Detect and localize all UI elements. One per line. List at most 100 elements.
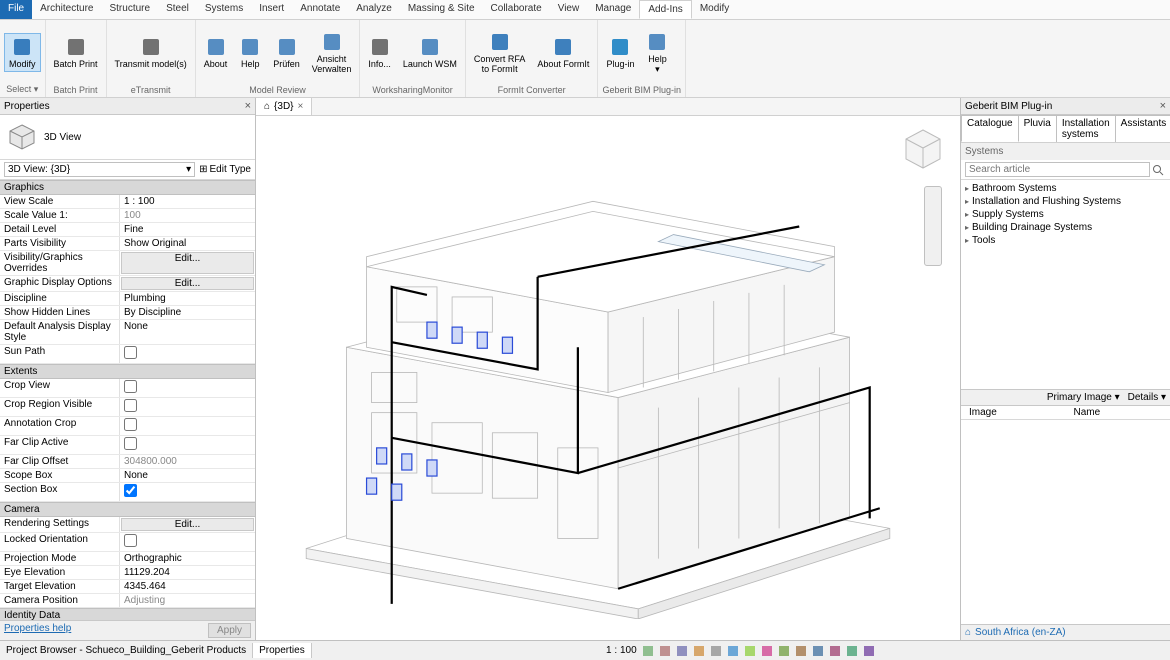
menu-tab-view[interactable]: View	[550, 0, 588, 19]
about-button[interactable]: About	[200, 34, 232, 72]
canvas-3d[interactable]	[256, 116, 960, 640]
close-icon[interactable]: ×	[245, 100, 251, 112]
property-checkbox[interactable]	[124, 534, 137, 547]
primary-image-toggle[interactable]: Primary Image ▾	[1047, 392, 1120, 403]
about-formit-button[interactable]: About FormIt	[533, 34, 593, 72]
view-control-icon[interactable]	[726, 644, 740, 658]
property-checkbox[interactable]	[124, 418, 137, 431]
status-tab[interactable]: Project Browser - Schueco_Building_Geber…	[0, 643, 253, 658]
tree-item[interactable]: Bathroom Systems	[963, 182, 1168, 195]
type-selector[interactable]: 3D View: {3D}▾	[4, 162, 195, 177]
view-control-icon[interactable]	[845, 644, 859, 658]
verwalten-button[interactable]: Ansicht Verwalten	[308, 29, 356, 77]
property-value[interactable]: 100	[120, 209, 255, 222]
property-value[interactable]: 1 : 100	[120, 195, 255, 208]
property-value[interactable]: 304800.000	[120, 455, 255, 468]
plugin-tab-installation-systems[interactable]: Installation systems	[1056, 115, 1116, 142]
menu-tab-file[interactable]: File	[0, 0, 32, 19]
property-value[interactable]: 4345.464	[120, 580, 255, 593]
scale-label[interactable]: 1 : 100	[606, 645, 637, 656]
launch-wsm-button[interactable]: Launch WSM	[399, 34, 461, 72]
menu-tab-architecture[interactable]: Architecture	[32, 0, 101, 19]
tree-item[interactable]: Tools	[963, 234, 1168, 247]
search-icon[interactable]	[1150, 162, 1166, 177]
menu-tab-structure[interactable]: Structure	[101, 0, 158, 19]
property-checkbox[interactable]	[124, 484, 137, 497]
help-geb-button[interactable]: Help ▾	[642, 29, 672, 77]
tree-item[interactable]: Installation and Flushing Systems	[963, 195, 1168, 208]
help-mr-button[interactable]: Help	[235, 34, 265, 72]
plugin-tab-assistants[interactable]: Assistants	[1115, 115, 1170, 142]
transmit-button[interactable]: Transmit model(s)	[111, 34, 191, 72]
menu-tab-annotate[interactable]: Annotate	[292, 0, 348, 19]
property-value[interactable]: Edit...	[121, 277, 254, 290]
property-value[interactable]: Show Original	[120, 237, 255, 250]
menu-tab-analyze[interactable]: Analyze	[348, 0, 400, 19]
property-value[interactable]: Adjusting	[120, 594, 255, 607]
property-value[interactable]	[120, 533, 255, 551]
edit-type-button[interactable]: ⊞ Edit Type	[199, 164, 251, 175]
property-value[interactable]: Orthographic	[120, 552, 255, 565]
property-checkbox[interactable]	[124, 437, 137, 450]
menu-tab-manage[interactable]: Manage	[587, 0, 639, 19]
tree-item[interactable]: Supply Systems	[963, 208, 1168, 221]
property-value[interactable]	[120, 398, 255, 416]
property-value[interactable]: None	[120, 469, 255, 482]
apply-button[interactable]: Apply	[208, 623, 251, 638]
property-value[interactable]	[120, 345, 255, 363]
view-control-icon[interactable]	[743, 644, 757, 658]
property-value[interactable]	[120, 483, 255, 501]
view-tab-3d[interactable]: ⌂ {3D} ×	[256, 98, 312, 115]
property-value[interactable]: None	[120, 320, 255, 344]
property-value[interactable]: Edit...	[121, 252, 254, 274]
view-control-icon[interactable]	[760, 644, 774, 658]
property-value[interactable]	[120, 417, 255, 435]
property-value[interactable]: Edit...	[121, 518, 254, 531]
region-selector[interactable]: ⌂ South Africa (en-ZA)	[961, 624, 1170, 640]
status-tab[interactable]: Properties	[253, 643, 312, 658]
viewcube[interactable]	[898, 124, 948, 174]
menu-tab-massing-site[interactable]: Massing & Site	[400, 0, 483, 19]
search-input[interactable]	[965, 162, 1150, 177]
close-icon[interactable]: ×	[298, 101, 304, 112]
menu-tab-collaborate[interactable]: Collaborate	[483, 0, 550, 19]
view-control-icon[interactable]	[794, 644, 808, 658]
property-checkbox[interactable]	[124, 346, 137, 359]
menu-tab-insert[interactable]: Insert	[251, 0, 292, 19]
property-value[interactable]: 11129.204	[120, 566, 255, 579]
plugin-tab-catalogue[interactable]: Catalogue	[961, 115, 1019, 142]
property-value[interactable]: By Discipline	[120, 306, 255, 319]
prufen-button[interactable]: Prüfen	[269, 34, 304, 72]
close-icon[interactable]: ×	[1160, 100, 1166, 112]
properties-help-link[interactable]: Properties help	[4, 623, 71, 638]
property-checkbox[interactable]	[124, 380, 137, 393]
menu-tab-systems[interactable]: Systems	[197, 0, 251, 19]
view-control-bar: 1 : 100	[312, 644, 1170, 658]
view-control-icon[interactable]	[709, 644, 723, 658]
view-control-icon[interactable]	[828, 644, 842, 658]
details-toggle[interactable]: Details ▾	[1128, 392, 1166, 403]
menu-tab-steel[interactable]: Steel	[158, 0, 197, 19]
plugin-tab-pluvia[interactable]: Pluvia	[1018, 115, 1057, 142]
info-button[interactable]: Info...	[364, 34, 395, 72]
modify-button[interactable]: Modify	[4, 33, 41, 73]
view-control-icon[interactable]	[641, 644, 655, 658]
property-value[interactable]	[120, 379, 255, 397]
view-control-icon[interactable]	[675, 644, 689, 658]
property-checkbox[interactable]	[124, 399, 137, 412]
view-control-icon[interactable]	[777, 644, 791, 658]
view-control-icon[interactable]	[811, 644, 825, 658]
menu-tab-modify[interactable]: Modify	[692, 0, 737, 19]
plugin-button[interactable]: Plug-in	[602, 34, 638, 72]
property-value[interactable]: Plumbing	[120, 292, 255, 305]
navigation-bar[interactable]	[924, 186, 942, 266]
menu-tab-add-ins[interactable]: Add-Ins	[639, 0, 691, 19]
property-value[interactable]: Fine	[120, 223, 255, 236]
convert-rfa-button[interactable]: Convert RFA to FormIt	[470, 29, 530, 77]
view-control-icon[interactable]	[658, 644, 672, 658]
tree-item[interactable]: Building Drainage Systems	[963, 221, 1168, 234]
property-value[interactable]	[120, 436, 255, 454]
view-control-icon[interactable]	[692, 644, 706, 658]
view-control-icon[interactable]	[862, 644, 876, 658]
batch-print-button[interactable]: Batch Print	[50, 34, 102, 72]
